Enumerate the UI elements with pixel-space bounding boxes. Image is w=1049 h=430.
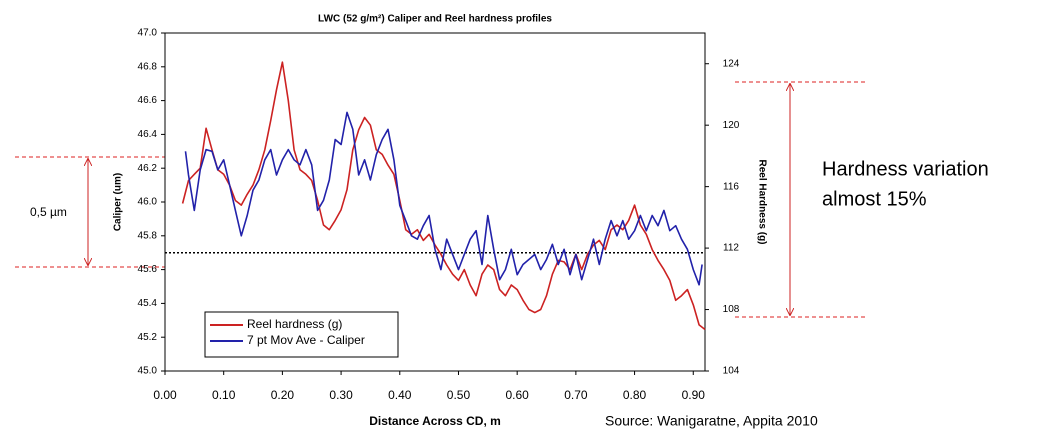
y2-tick-label: 124 (723, 58, 740, 69)
legend-label: 7 pt Mov Ave - Caliper (247, 333, 365, 347)
x-tick-label: 0.30 (329, 388, 353, 402)
data-line (181, 61, 706, 331)
y-tick-label: 45.2 (138, 332, 158, 343)
legend-box (204, 311, 399, 358)
x-tick-label: 0.20 (271, 388, 295, 402)
y2-tick-label: 104 (723, 366, 740, 377)
x-tick-label: 0.40 (388, 388, 412, 402)
x-tick-label: 0.90 (682, 388, 706, 402)
y-tick-label: 46.2 (138, 163, 158, 174)
y2-axis-label: Reel Hardness (g) (756, 159, 767, 244)
y-tick-label: 45.4 (138, 298, 158, 309)
y2-tick-label: 120 (723, 120, 740, 131)
annotation: 0,5 µm (30, 205, 67, 219)
x-tick-label: 0.50 (447, 388, 471, 402)
y-axis-label: Caliper (um) (113, 173, 124, 231)
x-tick-label: 0.80 (623, 388, 647, 402)
chart-title: LWC (52 g/m²) Caliper and Reel hardness … (318, 14, 552, 25)
y-tick-label: 46.4 (138, 129, 158, 140)
legend-label: Reel hardness (g) (247, 317, 342, 331)
x-axis-label: Distance Across CD, m (369, 414, 501, 428)
y2-tick-label: 108 (723, 304, 740, 315)
y-tick-label: 45.0 (138, 366, 158, 377)
data-line (184, 111, 703, 286)
y2-tick-label: 116 (723, 181, 739, 192)
y-tick-label: 46.0 (138, 197, 158, 208)
y-tick-label: 46.8 (138, 61, 158, 72)
source-note: Source: Wanigaratne, Appita 2010 (605, 413, 818, 429)
annotation: Hardness variation (822, 158, 989, 180)
y-tick-label: 46.6 (138, 95, 158, 106)
y-tick-label: 47.0 (138, 28, 158, 39)
y-tick-label: 45.8 (138, 230, 158, 241)
annotation: almost 15% (822, 188, 927, 210)
x-tick-label: 0.00 (153, 388, 177, 402)
x-tick-label: 0.10 (212, 388, 236, 402)
y2-tick-label: 112 (723, 243, 739, 254)
y-tick-label: 45.6 (138, 264, 158, 275)
x-tick-label: 0.60 (505, 388, 529, 402)
x-tick-label: 0.70 (564, 388, 588, 402)
